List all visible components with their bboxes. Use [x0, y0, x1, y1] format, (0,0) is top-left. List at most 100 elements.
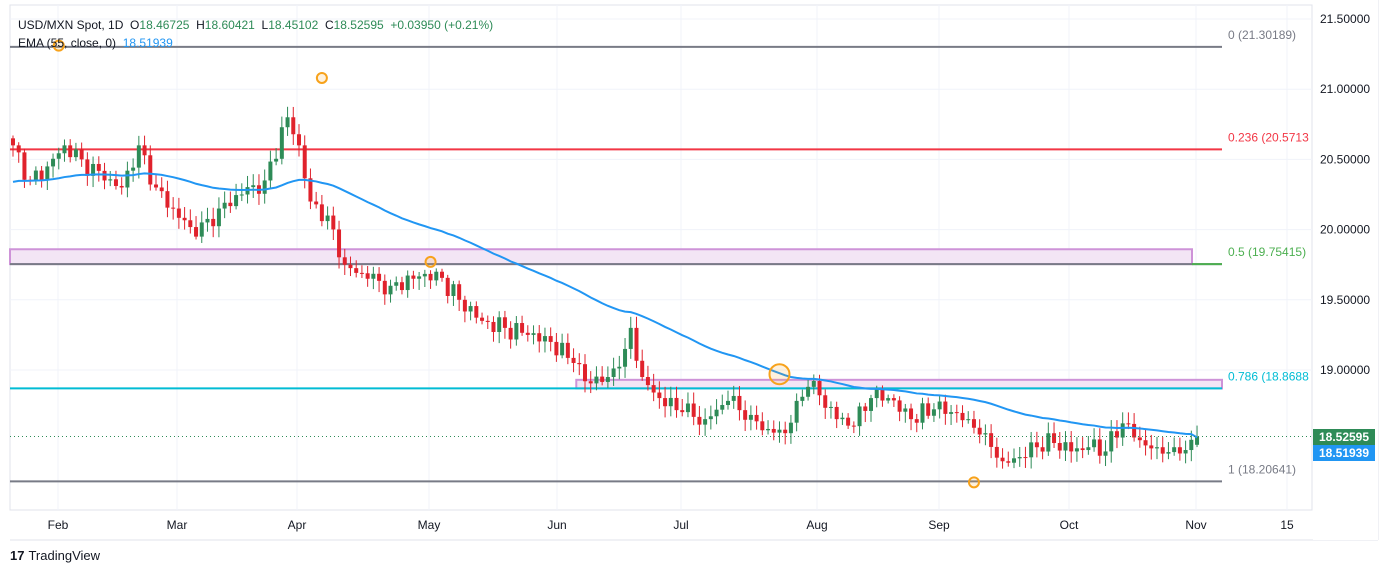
- candle-body: [966, 419, 971, 421]
- candle-body: [554, 341, 559, 356]
- candle-body: [823, 395, 828, 408]
- x-tick-label: Jun: [547, 518, 566, 532]
- y-tick-label: 21.00000: [1320, 82, 1370, 96]
- low-label: L: [261, 18, 269, 32]
- candle-body: [199, 222, 204, 237]
- candle-body: [605, 377, 610, 382]
- pivot-marker: [768, 363, 791, 386]
- candle-body: [525, 332, 530, 335]
- candle-body: [56, 153, 61, 159]
- open-value: 18.46725: [139, 18, 190, 32]
- candle-body: [542, 336, 547, 342]
- candle-body: [949, 412, 954, 414]
- pivot-marker: [315, 71, 328, 84]
- candle-body: [113, 179, 118, 186]
- candle-body: [73, 149, 78, 158]
- candle-body: [943, 401, 948, 414]
- candle-body: [399, 282, 404, 291]
- candle-body: [417, 276, 422, 279]
- candle-body: [434, 271, 439, 281]
- high-label: H: [196, 18, 205, 32]
- fib-level-label: 0.5 (19.75415): [1228, 245, 1306, 259]
- candle-body: [931, 409, 936, 416]
- candle-body: [817, 380, 822, 396]
- candle-body: [720, 405, 725, 410]
- candle-body: [22, 152, 27, 180]
- tradingview-logo[interactable]: 17 TradingView: [10, 548, 100, 563]
- candle-body: [1149, 445, 1154, 449]
- candle-body: [1166, 452, 1171, 454]
- candle-body: [800, 396, 805, 401]
- candle-body: [102, 170, 107, 181]
- candle-body: [337, 229, 342, 258]
- candle-body: [194, 227, 199, 237]
- candle-body: [863, 406, 868, 411]
- resistance-zone: [575, 378, 1223, 390]
- ema-label[interactable]: EMA (55, close, 0): [18, 36, 117, 50]
- fib-level-label: 0 (21.30189): [1228, 28, 1296, 42]
- candle-body: [96, 163, 101, 171]
- candle-body: [16, 145, 21, 153]
- candle-body: [874, 388, 879, 399]
- candle-body: [462, 299, 467, 312]
- candle-body: [119, 185, 124, 188]
- candle-body: [920, 403, 925, 423]
- x-tick-label: Aug: [806, 518, 827, 532]
- candle-body: [405, 275, 410, 291]
- candle-body: [188, 220, 193, 228]
- candle-body: [1057, 443, 1062, 451]
- candle-body: [342, 257, 347, 265]
- candle-body: [937, 401, 942, 410]
- candle-body: [703, 419, 708, 425]
- candle-body: [371, 273, 376, 279]
- symbol-title[interactable]: USD/MXN Spot, 1D: [18, 18, 124, 32]
- candle-body: [531, 333, 536, 335]
- candle-body: [1017, 457, 1022, 459]
- candle-body: [1086, 447, 1091, 451]
- candle-body: [971, 419, 976, 428]
- candle-body: [440, 271, 444, 278]
- candle-body: [828, 406, 833, 408]
- candle-body: [474, 306, 479, 318]
- candle-body: [697, 416, 702, 425]
- candle-body: [1132, 423, 1137, 438]
- y-tick-label: 19.00000: [1320, 363, 1370, 377]
- candle-body: [451, 284, 456, 296]
- candle-body: [1183, 450, 1188, 454]
- candle-body: [45, 166, 50, 180]
- candle-body: [886, 398, 891, 401]
- candle-body: [1012, 458, 1016, 463]
- candle-body: [68, 145, 73, 158]
- candle-body: [1143, 440, 1148, 446]
- candle-body: [914, 419, 919, 423]
- x-tick-label: Oct: [1060, 518, 1079, 532]
- candle-body: [594, 376, 599, 384]
- candle-body: [1080, 448, 1085, 451]
- candle-body: [365, 273, 370, 279]
- candle-body: [674, 397, 679, 411]
- candle-body: [182, 217, 187, 221]
- candle-body: [39, 170, 44, 180]
- candle-body: [811, 380, 816, 387]
- candle-body: [537, 333, 542, 342]
- ema-value: 18.51939: [122, 36, 173, 50]
- y-tick-label: 20.50000: [1320, 152, 1370, 166]
- ema-price-tag: 18.51939: [1313, 445, 1375, 461]
- candle-body: [91, 163, 96, 176]
- candle-body: [708, 416, 713, 420]
- candle-body: [691, 403, 696, 417]
- candle-body: [131, 167, 136, 171]
- close-label: C: [324, 18, 334, 32]
- candle-body: [108, 179, 113, 181]
- candle-body: [79, 149, 84, 160]
- x-tick-label: Apr: [288, 518, 307, 532]
- candle-body: [1029, 442, 1034, 458]
- candle-body: [136, 145, 141, 168]
- candle-body: [903, 408, 908, 412]
- candle-body: [977, 427, 982, 435]
- candle-body: [382, 280, 387, 295]
- candle-body: [760, 421, 765, 431]
- candle-body: [222, 202, 227, 209]
- candle-body: [994, 446, 999, 458]
